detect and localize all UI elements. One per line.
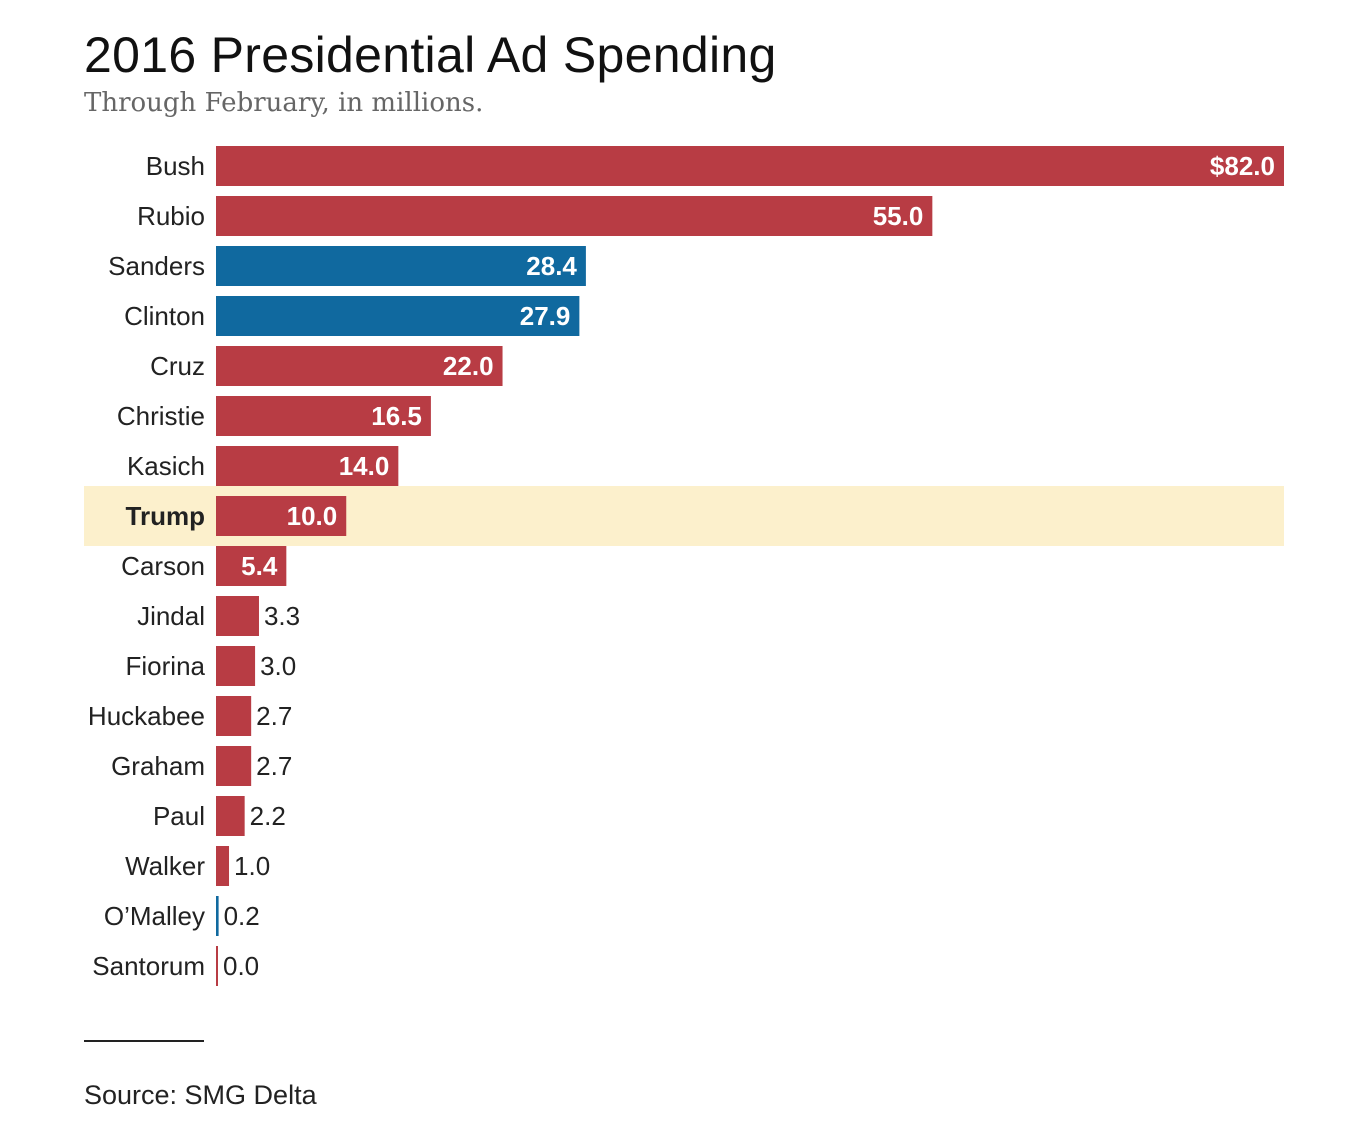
value-label: 27.9 (520, 301, 571, 331)
value-label: 3.3 (264, 601, 300, 631)
value-label: 0.2 (224, 901, 260, 931)
source-divider (84, 1040, 204, 1042)
value-label: 55.0 (873, 201, 924, 231)
category-label: Christie (117, 401, 205, 431)
value-label: 14.0 (339, 451, 390, 481)
bar-trump (216, 496, 347, 536)
source-note: Source: SMG Delta (84, 1080, 317, 1110)
bar-christie (216, 396, 431, 436)
bar-walker (216, 846, 230, 886)
value-label: 10.0 (287, 501, 338, 531)
chart-title: 2016 Presidential Ad Spending (84, 27, 777, 83)
bar-omalley (216, 896, 219, 936)
value-label: 2.2 (250, 801, 286, 831)
category-label: Jindal (137, 601, 205, 631)
bar-graham (216, 746, 252, 786)
category-label: O’Malley (104, 901, 205, 931)
bar-santorum (216, 946, 218, 986)
bar-cruz (216, 346, 503, 386)
value-label: 3.0 (260, 651, 296, 681)
category-label: Clinton (124, 301, 205, 331)
category-label: Walker (125, 851, 205, 881)
bar-jindal (216, 596, 259, 636)
category-label: Cruz (150, 351, 205, 381)
category-label: Fiorina (126, 651, 206, 681)
category-label: Paul (153, 801, 205, 831)
bar-huckabee (216, 696, 252, 736)
category-label: Trump (126, 501, 205, 531)
bar-paul (216, 796, 245, 836)
value-label: 0.0 (223, 951, 259, 981)
chart-subtitle: Through February, in millions. (84, 88, 484, 118)
category-label: Graham (111, 751, 205, 781)
value-label: 22.0 (443, 351, 494, 381)
value-label: 2.7 (256, 751, 292, 781)
category-label: Huckabee (88, 701, 205, 731)
category-label: Bush (146, 151, 205, 181)
bar-kasich (216, 446, 399, 486)
bar-clinton (216, 296, 580, 336)
bar-sanders (216, 246, 586, 286)
category-label: Santorum (92, 951, 205, 981)
bar-fiorina (216, 646, 256, 686)
category-label: Carson (121, 551, 205, 581)
category-label: Sanders (108, 251, 205, 281)
bar-bush (216, 146, 1284, 186)
bar-rubio (216, 196, 933, 236)
category-label: Rubio (137, 201, 205, 231)
value-label: $82.0 (1210, 151, 1275, 181)
category-label: Kasich (127, 451, 205, 481)
value-label: 28.4 (526, 251, 577, 281)
value-label: 5.4 (241, 551, 278, 581)
value-label: 16.5 (371, 401, 422, 431)
value-label: 2.7 (256, 701, 292, 731)
value-label: 1.0 (234, 851, 270, 881)
bar-carson (216, 546, 287, 586)
bar-chart: Bush $82.0 Rubio 55.0 Sanders 28.4 Clinton 27.9… (84, 146, 1284, 986)
